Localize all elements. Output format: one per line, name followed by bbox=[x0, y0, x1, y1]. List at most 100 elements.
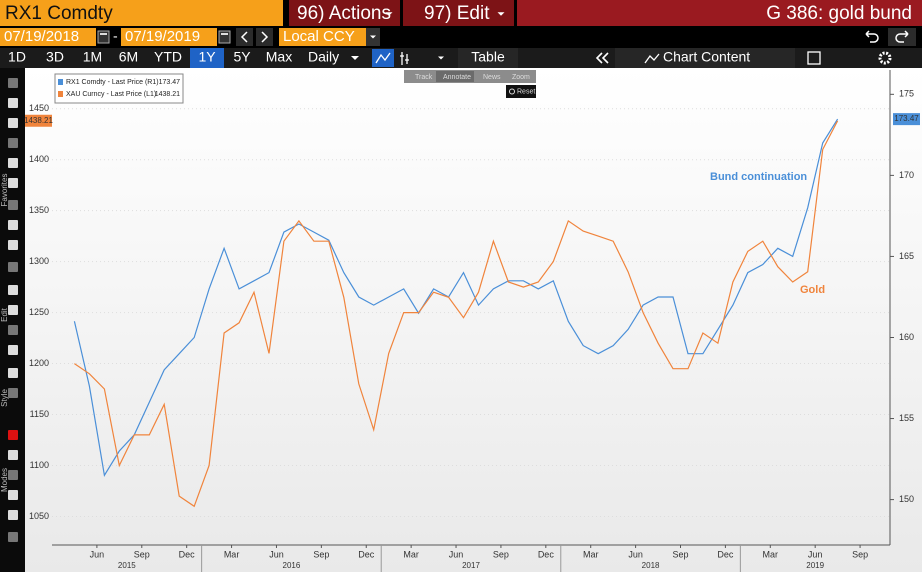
chart-tool-label: Annotate bbox=[443, 74, 471, 81]
tool-icon[interactable] bbox=[8, 220, 18, 230]
period-button[interactable] bbox=[40, 48, 70, 68]
actions-button[interactable] bbox=[289, 0, 400, 26]
tool-icon[interactable] bbox=[8, 240, 18, 250]
x-tick-label: Dec bbox=[358, 549, 375, 559]
tool-icon[interactable] bbox=[8, 178, 18, 188]
edit-icon[interactable] bbox=[807, 51, 821, 65]
function-bar bbox=[517, 0, 922, 26]
tool-icon[interactable] bbox=[8, 158, 18, 168]
tool-icon[interactable] bbox=[8, 470, 18, 480]
tool-icon[interactable] bbox=[8, 430, 18, 440]
actions-label: 96) Actions bbox=[297, 3, 391, 24]
tool-icon[interactable] bbox=[8, 78, 18, 88]
last-value: 173.47 bbox=[894, 114, 919, 123]
chart-tool-button[interactable] bbox=[436, 71, 474, 82]
edit-label: 97) Edit bbox=[424, 3, 490, 24]
redo-icon bbox=[895, 30, 909, 43]
period-button[interactable] bbox=[190, 48, 224, 68]
period-button[interactable] bbox=[228, 48, 256, 68]
x-tick-label: Sep bbox=[493, 549, 509, 559]
start-date-box[interactable] bbox=[0, 28, 96, 46]
y-tick-label: 1100 bbox=[30, 460, 49, 470]
legend-name: XAU Curncy - Last Price (L1) bbox=[66, 91, 156, 98]
x-tick-label: Sep bbox=[852, 549, 868, 559]
period-label: 6M bbox=[119, 49, 138, 65]
dropdown-arrow bbox=[497, 12, 505, 16]
tool-icon[interactable] bbox=[8, 98, 18, 108]
start-date: 07/19/2018 bbox=[4, 28, 79, 45]
x-tick-label: Sep bbox=[134, 549, 150, 559]
legend-value: 173.47 bbox=[159, 79, 181, 86]
last-value: 1438.21 bbox=[24, 116, 53, 125]
nav-arrow-button[interactable] bbox=[256, 28, 273, 46]
tool-icon[interactable] bbox=[8, 262, 18, 272]
year-label: 2015 bbox=[118, 561, 136, 570]
ticker-box[interactable] bbox=[0, 0, 283, 26]
currency-box[interactable] bbox=[279, 28, 366, 46]
tool-icon[interactable] bbox=[8, 325, 18, 335]
legend-value: 1438.21 bbox=[155, 91, 180, 98]
tool-icon[interactable] bbox=[8, 138, 18, 148]
dropdown-arrow bbox=[351, 56, 359, 60]
y2-tick-label: 165 bbox=[899, 251, 914, 261]
nav-arrow bbox=[261, 31, 269, 43]
legend-box bbox=[54, 73, 184, 104]
legend-swatch bbox=[58, 91, 63, 97]
tool-icon[interactable] bbox=[8, 532, 18, 542]
tool-icon[interactable] bbox=[8, 450, 18, 460]
end-date-box[interactable] bbox=[121, 28, 217, 46]
calendar-icon[interactable] bbox=[218, 30, 231, 44]
tool-icon[interactable] bbox=[8, 200, 18, 210]
tool-icon[interactable] bbox=[8, 388, 18, 398]
x-tick-label: Dec bbox=[179, 549, 196, 559]
edit-button[interactable] bbox=[403, 0, 514, 26]
tool-icon[interactable] bbox=[8, 510, 18, 520]
side-label: Edit bbox=[0, 307, 9, 322]
tool-icon[interactable] bbox=[8, 368, 18, 378]
tool-icon[interactable] bbox=[8, 345, 18, 355]
chart-tool-button[interactable] bbox=[476, 71, 502, 82]
undo-icon[interactable] bbox=[865, 30, 879, 43]
candle-icon[interactable] bbox=[400, 52, 409, 65]
table-button[interactable] bbox=[458, 48, 518, 68]
y-tick-label: 1350 bbox=[29, 205, 49, 215]
reset-button[interactable] bbox=[506, 85, 536, 98]
frequency: Daily bbox=[308, 49, 339, 65]
chart-tool-button[interactable] bbox=[408, 71, 436, 82]
collapse-icon[interactable] bbox=[595, 52, 609, 64]
settings-icon[interactable] bbox=[878, 51, 892, 65]
nav-arrow-button[interactable] bbox=[236, 28, 253, 46]
chart-tool-label: News bbox=[483, 74, 501, 81]
tool-icon[interactable] bbox=[8, 305, 18, 315]
redo-button[interactable] bbox=[888, 28, 916, 46]
period-label: 1Y bbox=[198, 49, 216, 65]
x-tick-label: Sep bbox=[672, 549, 688, 559]
tool-icon[interactable] bbox=[8, 285, 18, 295]
chart-tool-button[interactable] bbox=[505, 71, 533, 82]
y-tick-label: 1300 bbox=[29, 256, 49, 266]
x-tick-label: Sep bbox=[313, 549, 329, 559]
y-tick-label: 1400 bbox=[29, 154, 49, 164]
chart-content-button[interactable] bbox=[615, 48, 795, 68]
nav-arrow bbox=[240, 31, 248, 43]
period-label: 1M bbox=[83, 49, 102, 65]
x-tick-label: Jun bbox=[808, 549, 823, 559]
x-tick-label: Mar bbox=[224, 549, 240, 559]
tool-icon[interactable] bbox=[8, 118, 18, 128]
calendar-icon-top bbox=[100, 33, 107, 35]
x-tick-label: Jun bbox=[269, 549, 284, 559]
period-button[interactable] bbox=[260, 48, 298, 68]
side-label: Favorites bbox=[0, 174, 9, 207]
period-button[interactable] bbox=[112, 48, 145, 68]
period-button[interactable] bbox=[148, 48, 188, 68]
y2-tick-label: 155 bbox=[899, 413, 914, 423]
period-button[interactable] bbox=[76, 48, 109, 68]
side-label: Modes bbox=[0, 468, 9, 492]
calendar-icon[interactable] bbox=[97, 30, 110, 44]
dropdown-arrow bbox=[370, 35, 376, 39]
tool-icon[interactable] bbox=[8, 490, 18, 500]
frequency-button[interactable] bbox=[301, 48, 368, 68]
x-tick-label: Mar bbox=[583, 549, 599, 559]
period-button[interactable] bbox=[5, 48, 29, 68]
